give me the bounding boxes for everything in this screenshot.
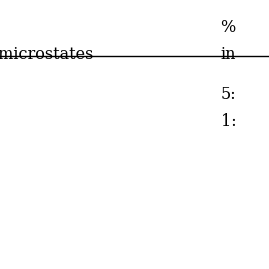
Text: f microstates: f microstates bbox=[0, 46, 93, 63]
Text: in: in bbox=[221, 46, 236, 63]
Text: 1:: 1: bbox=[221, 113, 236, 130]
Text: %: % bbox=[221, 19, 236, 36]
Text: 5:: 5: bbox=[221, 86, 236, 103]
